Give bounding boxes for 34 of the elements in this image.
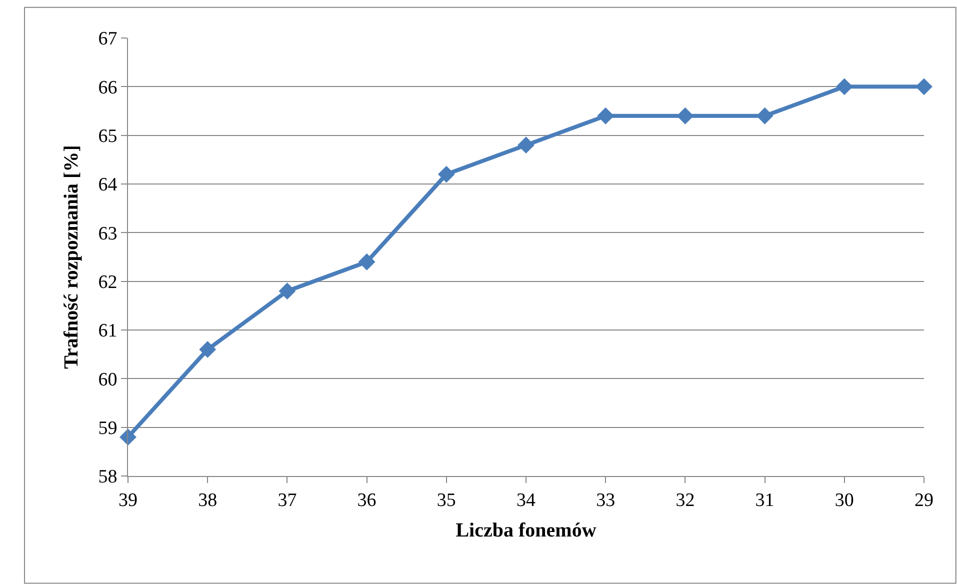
- y-tick-label: 63: [98, 223, 118, 244]
- point: [438, 166, 455, 183]
- y-tick-label: 59: [98, 418, 118, 439]
- x-tick-label: 31: [755, 490, 774, 511]
- x-tick-label: 30: [834, 490, 854, 511]
- y-tick-label: 66: [98, 77, 118, 98]
- x-tick-label: 36: [357, 490, 376, 511]
- point: [597, 107, 614, 124]
- y-tick-label: 58: [98, 466, 118, 488]
- point: [518, 136, 534, 154]
- point: [199, 341, 216, 358]
- point: [278, 282, 296, 300]
- x-tick-label: 29: [914, 490, 934, 511]
- point: [120, 428, 136, 446]
- x-tick-label: 35: [436, 490, 456, 511]
- x-tick-label: 39: [118, 490, 138, 511]
- x-tick-label: 38: [198, 490, 218, 511]
- point: [358, 253, 376, 270]
- y-tick-label: 65: [98, 126, 118, 147]
- x-tick-label: 33: [596, 490, 616, 511]
- point: [836, 78, 853, 96]
- y-tick-label: 67: [98, 28, 118, 50]
- x-tick-label: 32: [676, 490, 695, 511]
- y-tick-label: 64: [98, 174, 118, 196]
- y-axis-title: Trafność rozpoznania [%]: [60, 145, 83, 369]
- point: [756, 107, 774, 124]
- x-tick-label: 37: [278, 490, 297, 511]
- y-tick-label: 60: [98, 369, 118, 390]
- point: [676, 107, 694, 124]
- y-tick-label: 62: [98, 272, 118, 293]
- x-axis-title: Liczba fonemów: [456, 519, 597, 542]
- x-tick-label: 34: [516, 490, 536, 511]
- point: [916, 78, 932, 96]
- y-tick-label: 61: [98, 320, 118, 342]
